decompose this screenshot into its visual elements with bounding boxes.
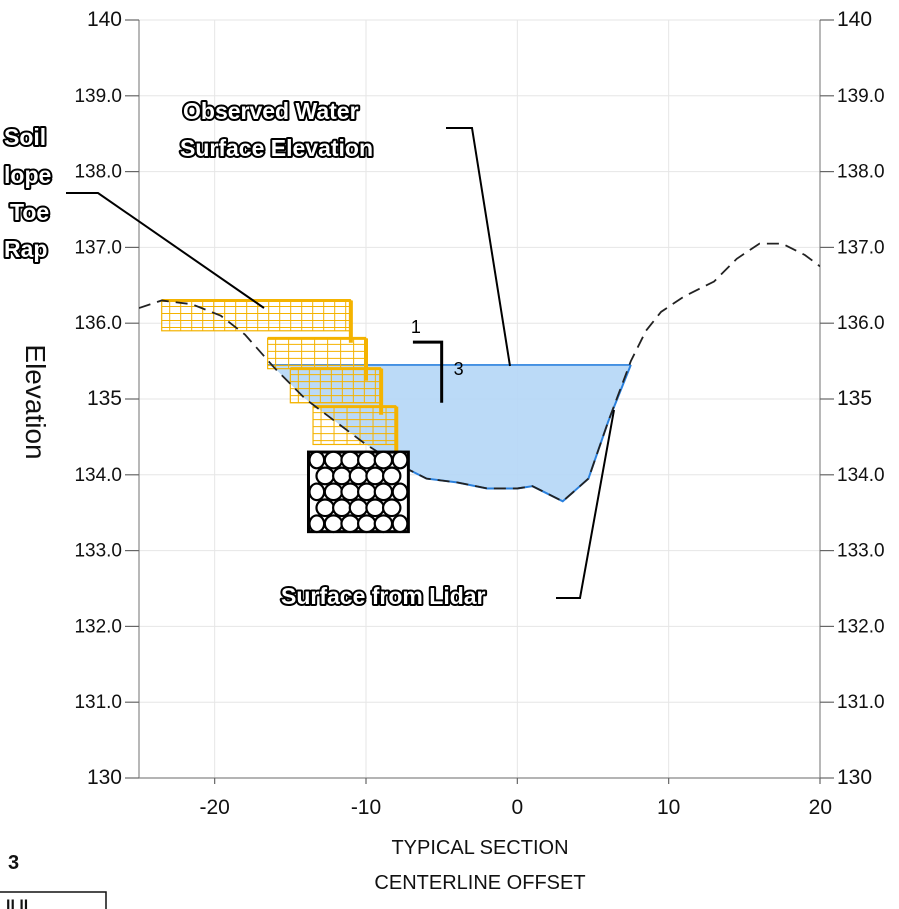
y-tick-label-right-138.0: 138.0 (837, 162, 885, 183)
callout-soil-3: Toe (10, 199, 49, 225)
callout-soil-leader (66, 192, 265, 309)
callout-water-line2: Surface Elevation (180, 135, 373, 161)
y-tick-label-right-133.0: 133.0 (837, 541, 885, 562)
riprap-stone (323, 514, 344, 534)
toe-riprap (306, 450, 410, 534)
riprap-stone (373, 450, 394, 470)
y-tick-label-left-134.0: 134.0 (74, 465, 122, 486)
lidar-surface-line (139, 242, 820, 503)
riprap-stone (357, 514, 377, 534)
riprap-stone (348, 498, 369, 518)
soil-lift-2 (267, 336, 368, 381)
fragment-number: 3 (8, 852, 19, 874)
y-tick-label-right-132.0: 132.0 (837, 616, 885, 637)
x-tick-label-10: 10 (657, 796, 680, 819)
soil-lift-1 (161, 298, 353, 343)
riprap-stone (391, 450, 409, 470)
slope-run-label: 1 (411, 317, 421, 337)
riprap-stone (381, 466, 402, 486)
riprap-stone (332, 498, 352, 518)
soil-callout: Soil lope Toe Rap (2, 122, 265, 309)
slope-bracket (412, 340, 444, 403)
y-tick-label-right-136.0: 136.0 (837, 313, 885, 334)
water-elevation-callout: Observed Water Surface Elevation (178, 96, 511, 367)
y-tick-label-right-131.0: 131.0 (837, 692, 885, 713)
riprap-stone (323, 482, 344, 502)
y-axis-title: Elevation (20, 344, 51, 459)
y-tick-label-right-139.0: 139.0 (837, 86, 885, 107)
riprap-stone (323, 450, 344, 470)
riprap-stone (391, 482, 409, 502)
y-tick-label-right-135: 135 (837, 387, 872, 410)
callout-soil-1: Soil (4, 124, 46, 150)
riprap-stone (357, 450, 377, 470)
riprap-stone (365, 466, 385, 486)
riprap-stone (308, 450, 326, 470)
slope-indicator: 1 3 (411, 317, 464, 403)
riprap-stone (373, 514, 394, 534)
soil-lift-3 (289, 367, 384, 415)
y-tick-label-left-131.0: 131.0 (74, 692, 122, 713)
y-tick-label-left-135: 135 (87, 387, 122, 410)
riprap-stone (315, 498, 335, 518)
riprap-stone (308, 482, 326, 502)
x-tick-label-0: 0 (511, 796, 523, 819)
callout-water-line1: Observed Water (183, 98, 359, 124)
soil-lifts (161, 298, 399, 457)
soil-lift-4 (312, 405, 399, 457)
y-tick-label-left-130: 130 (87, 766, 122, 789)
callout-soil-4: Rap (4, 236, 47, 262)
lidar-callout: Surface from Lidar (279, 409, 615, 611)
soil-lift-outline (161, 299, 352, 332)
water-area (267, 364, 631, 502)
fragment-box-text: ll ll (6, 898, 28, 909)
riprap-stone (308, 514, 326, 534)
slope-rise-label: 3 (454, 359, 464, 379)
riprap-stone (391, 514, 409, 534)
y-tick-label-left-136.0: 136.0 (74, 313, 122, 334)
y-tick-label-left-137.0: 137.0 (74, 237, 122, 258)
callout-lidar: Surface from Lidar (281, 583, 486, 609)
y-tick-label-left-139.0: 139.0 (74, 86, 122, 107)
riprap-stone (357, 482, 377, 502)
riprap-stone (340, 450, 360, 470)
x-tick-label--20: -20 (199, 796, 229, 819)
riprap-stone (340, 514, 360, 534)
callout-lidar-leader (556, 409, 615, 599)
riprap-stone (348, 466, 369, 486)
riprap-stone (332, 466, 352, 486)
x-tick-label-20: 20 (809, 796, 832, 819)
callout-soil-2: lope (4, 162, 51, 188)
y-tick-label-right-140: 140 (837, 8, 872, 31)
y-tick-label-left-140: 140 (87, 8, 122, 31)
x-tick-label--10: -10 (351, 796, 381, 819)
tick-labels: 140 139.0 138.0 137.0 136.0 135 134.0 133.0 132.… (74, 8, 884, 819)
y-tick-label-right-134.0: 134.0 (837, 465, 885, 486)
riprap-stone (315, 466, 335, 486)
riprap-stone (373, 482, 394, 502)
y-tick-label-left-138.0: 138.0 (74, 162, 122, 183)
riprap-stone (340, 482, 360, 502)
riprap-stone (365, 498, 385, 518)
y-tick-label-left-133.0: 133.0 (74, 541, 122, 562)
y-tick-label-right-130: 130 (837, 766, 872, 789)
riprap-stone (381, 498, 402, 518)
y-tick-label-right-137.0: 137.0 (837, 237, 885, 258)
callout-water-leader (446, 127, 511, 367)
x-axis-title-line1: TYPICAL SECTION (391, 837, 568, 859)
x-axis-title-line2: CENTERLINE OFFSET (374, 872, 585, 894)
y-tick-label-left-132.0: 132.0 (74, 616, 122, 637)
fragment-box (0, 891, 107, 909)
